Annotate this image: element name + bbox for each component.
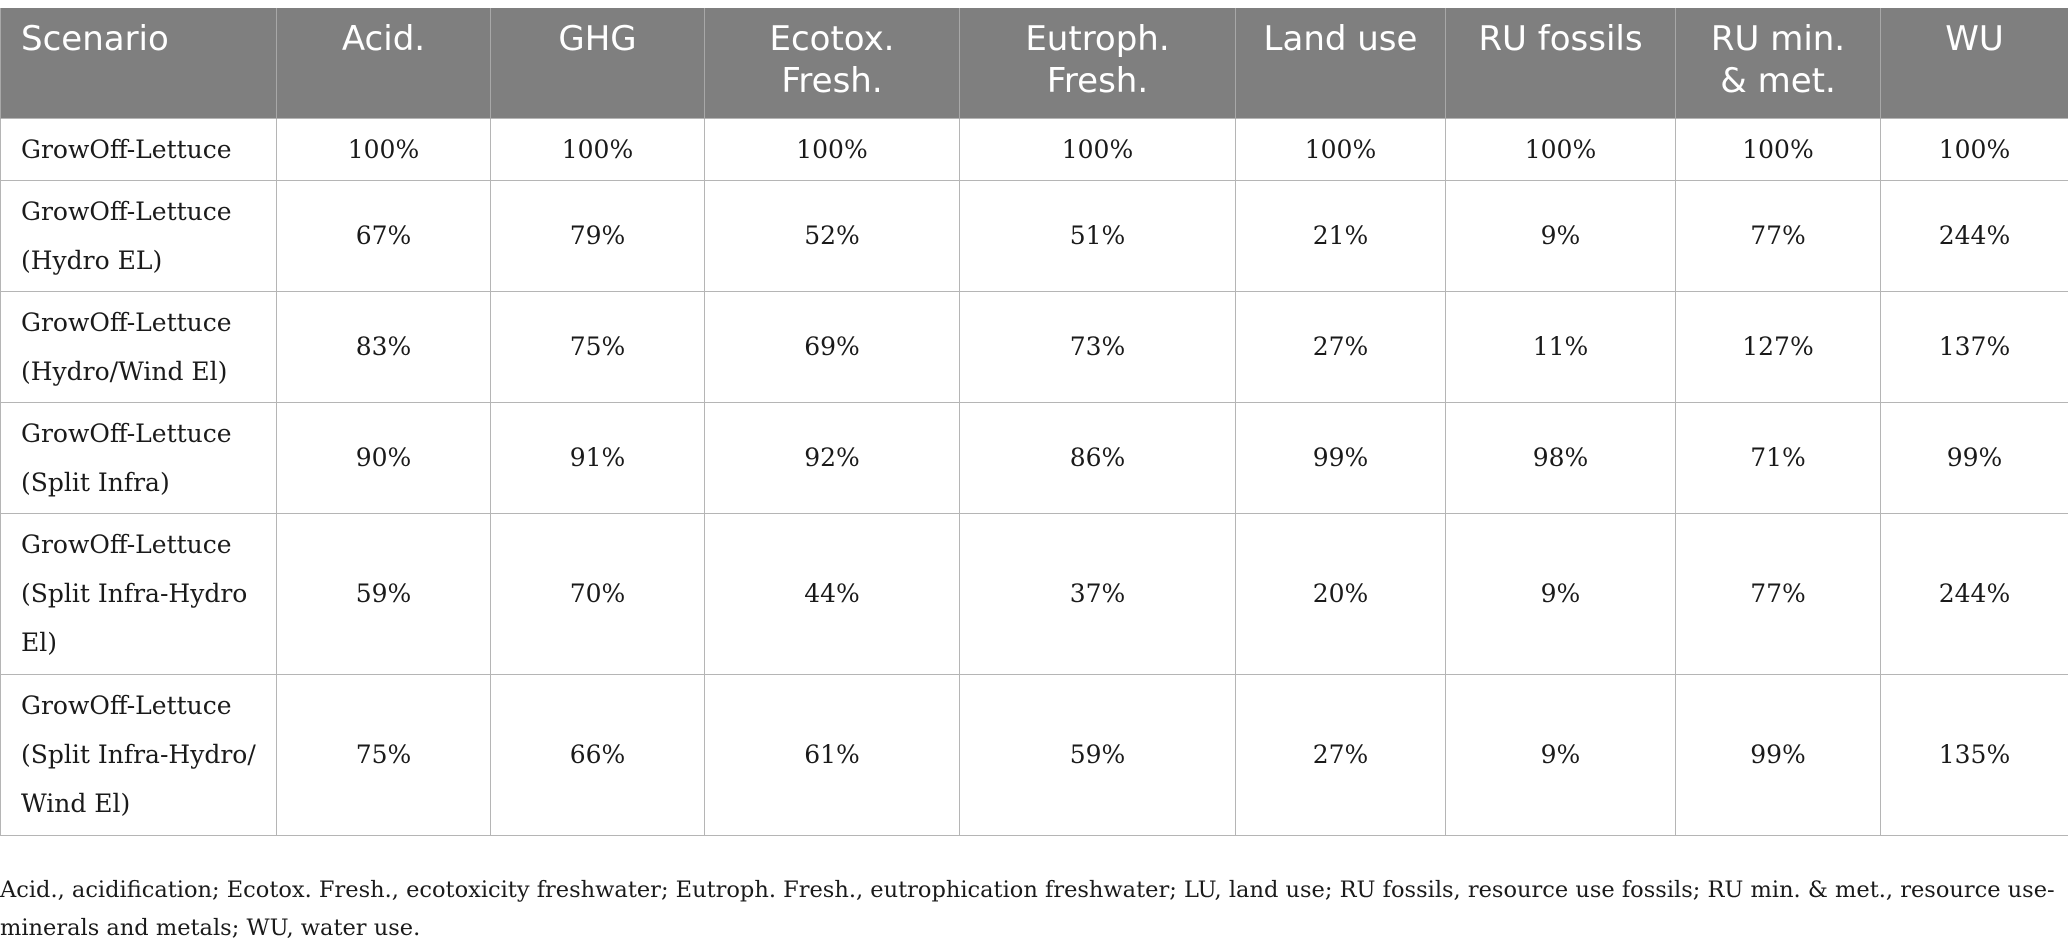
value-cell-land-use: 21% <box>1236 180 1446 291</box>
table-body: GrowOff-Lettuce 100% 100% 100% 100% 100%… <box>1 118 2068 835</box>
value-cell-ru-min-met: 100% <box>1676 118 1881 180</box>
column-header-ru-min-met: RU min. & met. <box>1676 8 1881 118</box>
results-table: Scenario Acid. GHG Ecotox. Fresh. Eutrop… <box>0 8 2068 836</box>
value-cell-eutroph-fresh: 73% <box>960 291 1236 402</box>
value-cell-ru-min-met: 77% <box>1676 513 1881 674</box>
results-table-container: Scenario Acid. GHG Ecotox. Fresh. Eutrop… <box>0 8 2068 836</box>
value-cell-ru-min-met: 71% <box>1676 402 1881 513</box>
scenario-cell: GrowOff-Lettuce (Split Infra) <box>1 402 277 513</box>
value-cell-ghg: 91% <box>491 402 705 513</box>
value-cell-ru-fossils: 11% <box>1446 291 1676 402</box>
value-cell-ghg: 66% <box>491 674 705 835</box>
table-row: GrowOff-Lettuce 100% 100% 100% 100% 100%… <box>1 118 2068 180</box>
value-cell-ru-fossils: 9% <box>1446 180 1676 291</box>
value-cell-land-use: 100% <box>1236 118 1446 180</box>
value-cell-eutroph-fresh: 51% <box>960 180 1236 291</box>
header-row: Scenario Acid. GHG Ecotox. Fresh. Eutrop… <box>1 8 2068 118</box>
value-cell-ru-min-met: 77% <box>1676 180 1881 291</box>
scenario-cell: GrowOff-Lettuce (Hydro/Wind El) <box>1 291 277 402</box>
table-row: GrowOff-Lettuce (Hydro/Wind El) 83% 75% … <box>1 291 2068 402</box>
value-cell-wu: 99% <box>1881 402 2068 513</box>
value-cell-acid: 75% <box>277 674 491 835</box>
value-cell-ecotox-fresh: 61% <box>705 674 960 835</box>
value-cell-wu: 137% <box>1881 291 2068 402</box>
value-cell-ru-fossils: 100% <box>1446 118 1676 180</box>
value-cell-ghg: 75% <box>491 291 705 402</box>
value-cell-acid: 67% <box>277 180 491 291</box>
value-cell-land-use: 20% <box>1236 513 1446 674</box>
table-header: Scenario Acid. GHG Ecotox. Fresh. Eutrop… <box>1 8 2068 118</box>
value-cell-ru-fossils: 98% <box>1446 402 1676 513</box>
scenario-cell: GrowOff-Lettuce (Split Infra-Hydro El) <box>1 513 277 674</box>
value-cell-ru-fossils: 9% <box>1446 674 1676 835</box>
column-header-ru-fossils: RU fossils <box>1446 8 1676 118</box>
value-cell-ecotox-fresh: 44% <box>705 513 960 674</box>
value-cell-ghg: 70% <box>491 513 705 674</box>
table-footnote: Acid., acidification; Ecotox. Fresh., ec… <box>0 871 2060 947</box>
value-cell-ru-min-met: 127% <box>1676 291 1881 402</box>
value-cell-ecotox-fresh: 92% <box>705 402 960 513</box>
column-header-eutroph-fresh: Eutroph. Fresh. <box>960 8 1236 118</box>
column-header-ecotox-fresh: Ecotox. Fresh. <box>705 8 960 118</box>
column-header-ghg: GHG <box>491 8 705 118</box>
value-cell-acid: 100% <box>277 118 491 180</box>
value-cell-acid: 90% <box>277 402 491 513</box>
scenario-cell: GrowOff-Lettuce (Split Infra-Hydro/ Wind… <box>1 674 277 835</box>
value-cell-land-use: 27% <box>1236 674 1446 835</box>
value-cell-acid: 83% <box>277 291 491 402</box>
table-row: GrowOff-Lettuce (Split Infra) 90% 91% 92… <box>1 402 2068 513</box>
value-cell-eutroph-fresh: 37% <box>960 513 1236 674</box>
value-cell-land-use: 99% <box>1236 402 1446 513</box>
value-cell-wu: 100% <box>1881 118 2068 180</box>
value-cell-ru-fossils: 9% <box>1446 513 1676 674</box>
column-header-land-use: Land use <box>1236 8 1446 118</box>
value-cell-wu: 244% <box>1881 180 2068 291</box>
value-cell-ecotox-fresh: 69% <box>705 291 960 402</box>
table-row: GrowOff-Lettuce (Split Infra-Hydro/ Wind… <box>1 674 2068 835</box>
scenario-cell: GrowOff-Lettuce (Hydro EL) <box>1 180 277 291</box>
scenario-cell: GrowOff-Lettuce <box>1 118 277 180</box>
table-row: GrowOff-Lettuce (Split Infra-Hydro El) 5… <box>1 513 2068 674</box>
value-cell-ru-min-met: 99% <box>1676 674 1881 835</box>
table-row: GrowOff-Lettuce (Hydro EL) 67% 79% 52% 5… <box>1 180 2068 291</box>
column-header-acid: Acid. <box>277 8 491 118</box>
value-cell-ecotox-fresh: 100% <box>705 118 960 180</box>
column-header-wu: WU <box>1881 8 2068 118</box>
value-cell-wu: 244% <box>1881 513 2068 674</box>
value-cell-ghg: 100% <box>491 118 705 180</box>
value-cell-ghg: 79% <box>491 180 705 291</box>
value-cell-ecotox-fresh: 52% <box>705 180 960 291</box>
value-cell-acid: 59% <box>277 513 491 674</box>
value-cell-eutroph-fresh: 100% <box>960 118 1236 180</box>
column-header-scenario: Scenario <box>1 8 277 118</box>
value-cell-eutroph-fresh: 86% <box>960 402 1236 513</box>
value-cell-wu: 135% <box>1881 674 2068 835</box>
value-cell-land-use: 27% <box>1236 291 1446 402</box>
value-cell-eutroph-fresh: 59% <box>960 674 1236 835</box>
